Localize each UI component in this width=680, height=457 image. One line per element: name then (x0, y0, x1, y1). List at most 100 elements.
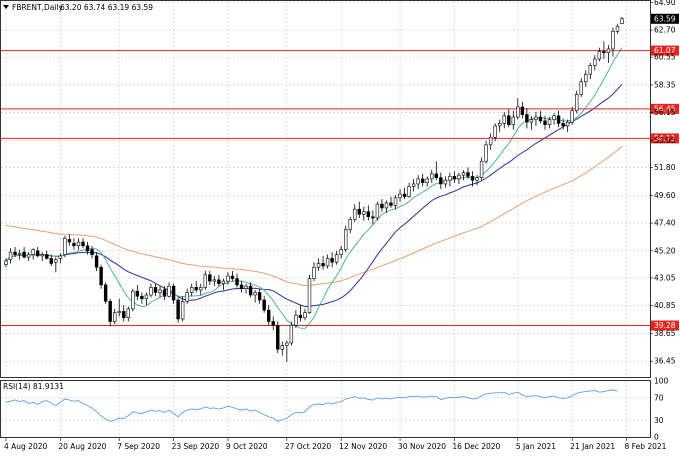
candle (475, 175, 479, 186)
x-tick-label: 16 Dec 2020 (452, 442, 500, 451)
candle-body (488, 136, 493, 146)
candle-body (534, 116, 538, 120)
rsi-label: RSI(14) 81.9131 (3, 382, 64, 391)
candle-body (325, 258, 330, 267)
y-tick-label: 36.45 (654, 357, 676, 366)
level-tag (651, 103, 679, 114)
candle-body (430, 173, 434, 180)
candle (17, 249, 22, 260)
y-tick-label: 53.95 (654, 136, 676, 145)
level-tag (651, 320, 679, 331)
candle (171, 283, 176, 304)
candle (393, 195, 398, 210)
candle-body (321, 263, 325, 267)
candle (330, 252, 334, 268)
x-tick-label: 8 Feb 2021 (625, 442, 667, 451)
candle-body (13, 251, 17, 255)
candle (140, 292, 144, 304)
x-tick-label: 23 Sep 2020 (172, 442, 220, 451)
candle (457, 172, 461, 184)
candle (131, 288, 135, 312)
candle (276, 321, 280, 354)
candle-body (26, 254, 31, 258)
candle-body (588, 65, 592, 75)
candle (135, 284, 140, 301)
candle-body (606, 48, 611, 54)
candle-body (17, 253, 22, 255)
candle (185, 288, 189, 304)
candle-body (271, 321, 275, 326)
candle-body (185, 292, 189, 302)
candle (199, 283, 203, 295)
rsi-tick-label: 70 (654, 393, 664, 402)
candle (602, 41, 606, 60)
candle (271, 316, 275, 331)
candle-body (294, 314, 298, 326)
y-tick-label: 40.85 (654, 301, 676, 310)
x-tick-label: 21 Jan 2021 (570, 442, 615, 451)
candle (262, 296, 266, 313)
candle (325, 254, 330, 269)
candle (525, 108, 529, 129)
candle (507, 109, 511, 128)
candle-body (479, 160, 484, 178)
candle (257, 288, 262, 304)
candle-body (63, 237, 67, 255)
candle-body (162, 289, 167, 297)
rsi-indicator (5, 389, 618, 422)
candle (389, 196, 393, 208)
candle-body (36, 250, 40, 257)
candle-body (425, 178, 429, 183)
candle (430, 170, 434, 183)
candle (593, 55, 597, 71)
candle (158, 286, 162, 298)
candle (620, 16, 624, 25)
candle-body (244, 285, 248, 289)
candle-body (330, 258, 334, 263)
x-tick-label: 5 Jan 2021 (516, 442, 556, 451)
candle-body (579, 81, 583, 95)
candle (344, 225, 348, 253)
level-tag-label: 39.28 (654, 321, 676, 330)
candle-body (375, 203, 380, 219)
candle (615, 23, 620, 34)
candle-body (357, 208, 361, 215)
candle (76, 238, 81, 250)
candle (31, 248, 35, 260)
candle (434, 161, 438, 181)
candle-body (556, 115, 561, 124)
candle-body (384, 202, 389, 209)
candle-body (303, 312, 307, 318)
candle (439, 172, 443, 189)
candle (63, 235, 67, 258)
x-tick-label: 4 Aug 2020 (4, 442, 47, 451)
candle-body (22, 251, 26, 258)
rsi-line (5, 389, 618, 422)
candle-body (117, 311, 121, 313)
candle-body (67, 239, 72, 243)
level-tag (651, 133, 679, 144)
candle (108, 298, 112, 327)
ma-fast-line (5, 47, 623, 329)
candle (538, 110, 543, 124)
candle (606, 45, 611, 63)
y-tick-label: 51.80 (654, 163, 676, 172)
candle-body (72, 242, 76, 247)
candle-body (511, 116, 515, 125)
candle-body (529, 119, 534, 123)
candle (144, 292, 149, 306)
candle-body (597, 51, 602, 60)
candle-body (194, 287, 198, 291)
candle-body (158, 289, 162, 293)
candle (502, 112, 506, 129)
y-tick-label: 64.90 (654, 0, 676, 7)
candle (461, 170, 466, 181)
candle-body (276, 324, 280, 350)
menu-triangle-icon[interactable] (3, 5, 9, 9)
candle (366, 205, 371, 221)
candle (49, 254, 53, 266)
candle-body (262, 299, 266, 311)
candle (248, 282, 253, 298)
candle-body (221, 280, 226, 284)
candle-body (280, 345, 284, 350)
